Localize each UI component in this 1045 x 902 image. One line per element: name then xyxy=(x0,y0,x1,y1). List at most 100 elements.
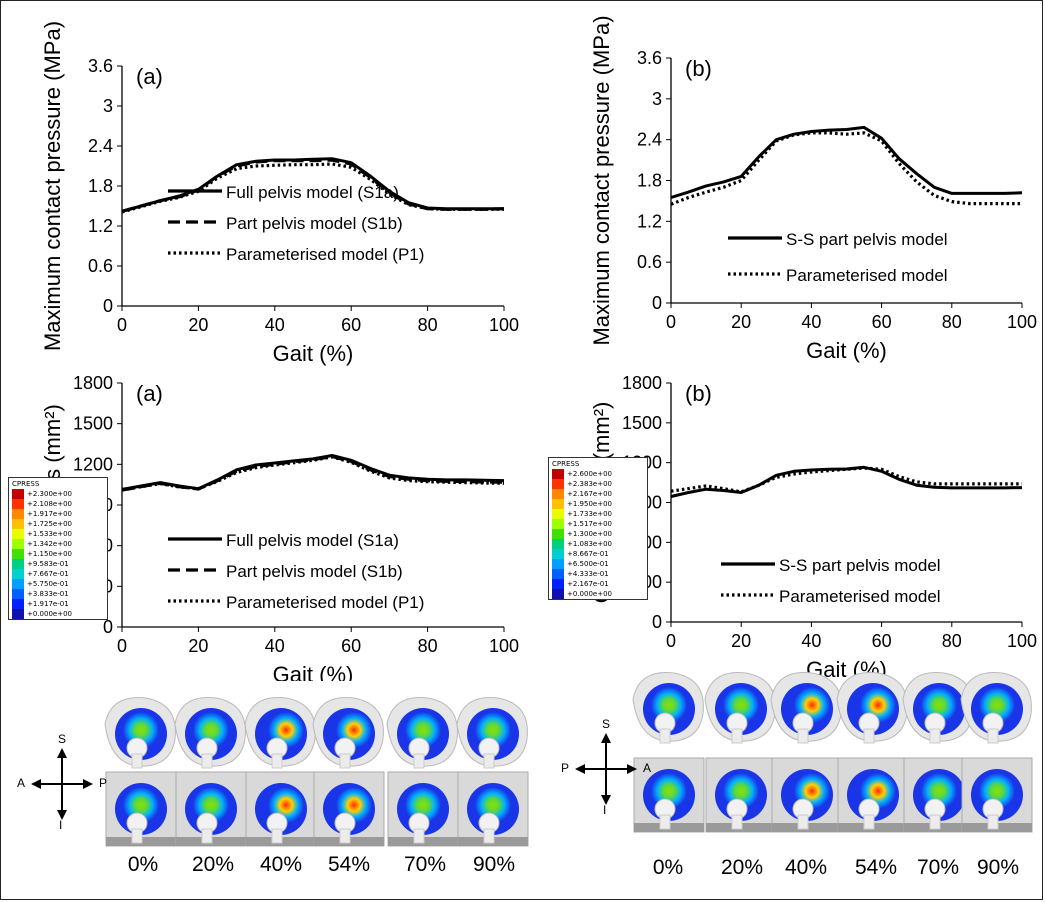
contour-image-left-top-2 xyxy=(244,697,316,769)
femoral-neck xyxy=(201,753,213,769)
x-tick-label: 100 xyxy=(489,636,519,656)
colorbar-swatch xyxy=(552,479,564,489)
femoral-neck xyxy=(659,814,671,830)
colorbar-value: +1.342e+00 xyxy=(27,540,72,548)
contour-image-right-bottom-1 xyxy=(705,757,777,833)
colorbar-value: +1.733e+00 xyxy=(567,510,612,518)
chart-a: 0 0.6 1.2 1.8 2.4 3 3.6 0 20 40 60 80 100 Gait (%) Max… xyxy=(40,21,519,366)
colorbar-swatch xyxy=(12,549,24,559)
pct-left-70: 70% xyxy=(403,853,447,876)
x-tick-label: 60 xyxy=(341,636,361,656)
pct-right-40: 40% xyxy=(784,856,828,879)
legend-entry: Parameterised model xyxy=(779,587,941,606)
x-tick-label: 20 xyxy=(731,312,751,332)
colorbar-row: +1.150e+00 xyxy=(9,549,107,559)
contour-image-left-bottom-5 xyxy=(457,771,529,847)
y-tick-label: 3 xyxy=(103,96,113,116)
x-tick-label: 40 xyxy=(265,315,285,335)
compass-right-label: P xyxy=(99,776,108,790)
x-tick-label: 0 xyxy=(117,315,127,335)
colorbar-swatch xyxy=(12,609,24,619)
femoral-neck xyxy=(131,753,143,769)
y-tick-label: 1.8 xyxy=(88,176,113,196)
colorbar-swatch xyxy=(12,569,24,579)
colorbar-row: +1.950e+00 xyxy=(549,499,647,509)
colorbar-swatch xyxy=(12,509,24,519)
legend-entry: Full pelvis model (S1a) xyxy=(226,531,399,550)
femoral-neck xyxy=(483,828,495,844)
contour-image-right-top-2 xyxy=(770,672,842,744)
series-line-dotted xyxy=(670,131,1022,206)
compass-top: S xyxy=(58,732,67,746)
y-tick-label: 0 xyxy=(103,296,113,316)
colorbar-value: +2.167e-01 xyxy=(567,580,609,588)
colorbar-value: +2.600e+00 xyxy=(567,470,612,478)
colorbar-row: +1.083e+00 xyxy=(549,539,647,549)
contour-image-left-bottom-2 xyxy=(245,771,317,847)
contour-image-left-top-1 xyxy=(174,697,246,769)
colorbar-row: +0.000e+00 xyxy=(549,589,647,599)
colorbar-swatch xyxy=(552,549,564,559)
x-axis-label: Gait (%) xyxy=(806,338,887,363)
legend-entry: Part pelvis model (S1b) xyxy=(226,562,403,581)
femoral-neck xyxy=(201,828,213,844)
colorbar-row: +6.500e-01 xyxy=(549,559,647,569)
x-tick-label: 60 xyxy=(872,631,892,651)
legend-entry: Parameterised model (P1) xyxy=(226,245,424,264)
femoral-neck xyxy=(339,753,351,769)
compass-bottom: I xyxy=(59,818,63,832)
x-axis-label: Gait (%) xyxy=(273,662,354,681)
colorbar-value: +9.583e-01 xyxy=(27,560,69,568)
contour-image-left-top-5 xyxy=(456,697,528,769)
colorbar-value: +1.517e+00 xyxy=(567,520,612,528)
panel-label: (a) xyxy=(136,381,163,406)
contour-image-right-bottom-5 xyxy=(961,757,1033,833)
y-tick-label: 0 xyxy=(652,612,662,632)
x-tick-label: 100 xyxy=(1007,631,1037,651)
series-line-dotted xyxy=(121,162,504,214)
x-tick-label: 0 xyxy=(666,312,676,332)
colorbar-row: +1.725e+00 xyxy=(9,519,107,529)
x-tick-label: 60 xyxy=(341,315,361,335)
femoral-neck xyxy=(731,728,743,744)
pct-right-54: 54% xyxy=(854,856,898,879)
colorbar-value: +5.750e-01 xyxy=(27,580,69,588)
pct-right-70: 70% xyxy=(916,856,960,879)
y-tick-label: 1.8 xyxy=(637,171,662,191)
colorbar-row: +2.167e+00 xyxy=(549,489,647,499)
femoral-neck xyxy=(797,728,809,744)
pct-left-90: 90% xyxy=(472,853,516,876)
compass-left-label: A xyxy=(17,776,26,790)
contour-image-right-bottom-4 xyxy=(903,757,975,833)
x-tick-label: 0 xyxy=(117,636,127,656)
colorbar-swatch xyxy=(552,569,564,579)
y-tick-label: 3.6 xyxy=(637,48,662,68)
colorbar-value: +1.950e+00 xyxy=(567,500,612,508)
x-tick-label: 20 xyxy=(731,631,751,651)
colorbar-value: +4.333e-01 xyxy=(567,570,609,578)
x-tick-label: 60 xyxy=(872,312,892,332)
colorbar-row: +3.833e-01 xyxy=(9,589,107,599)
colorbar-swatch xyxy=(552,509,564,519)
legend-entry: S-S part pelvis model xyxy=(779,556,941,575)
colorbar-title: CPRESS xyxy=(552,460,580,468)
colorbar-value: +1.725e+00 xyxy=(27,520,72,528)
colorbar-swatch xyxy=(12,589,24,599)
contour-image-left-bottom-3 xyxy=(313,771,385,847)
colorbar-swatch xyxy=(552,559,564,569)
colorbar-right: CPRESS +2.600e+00 +2.383e+00 +2.167e+00 +1.9… xyxy=(548,457,648,600)
femoral-neck xyxy=(987,814,999,830)
colorbar-row: +1.533e+00 xyxy=(9,529,107,539)
x-tick-label: 20 xyxy=(188,315,208,335)
femoral-neck xyxy=(929,728,941,744)
colorbar-swatch xyxy=(552,579,564,589)
femoral-neck xyxy=(483,753,495,769)
y-tick-label: 3 xyxy=(652,89,662,109)
colorbar-row: +8.667e-01 xyxy=(549,549,647,559)
x-tick-label: 80 xyxy=(942,312,962,332)
colorbar-swatch xyxy=(552,519,564,529)
legend-entry: Parameterised model xyxy=(786,266,948,285)
contour-image-right-top-4 xyxy=(902,672,974,744)
femoral-neck xyxy=(797,814,809,830)
colorbar-swatch xyxy=(12,599,24,609)
